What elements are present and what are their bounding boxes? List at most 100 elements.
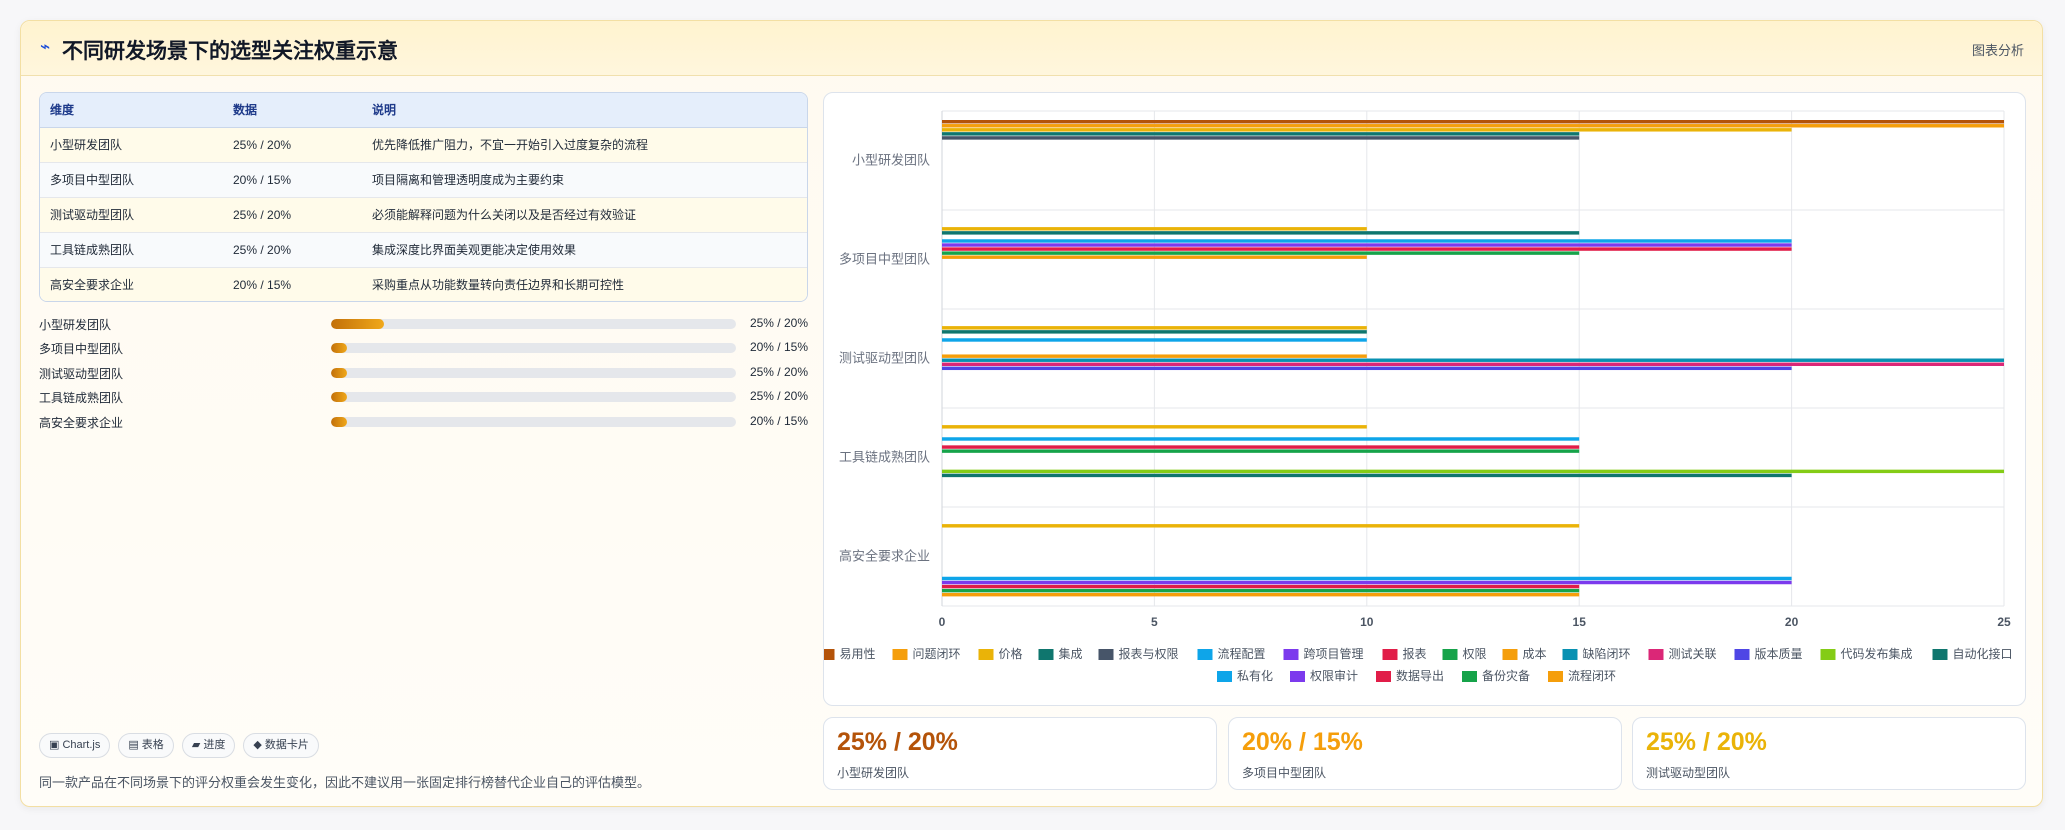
bar	[942, 362, 2004, 366]
row-desc: 集成深度比界面美观更能决定使用效果	[372, 243, 577, 257]
chip-chartjs[interactable]: ▣ Chart.js	[39, 733, 111, 758]
chip-progress[interactable]: ▰ 进度	[181, 733, 236, 758]
chip-table[interactable]: ▤ 表格	[118, 733, 174, 758]
row-name: 工具链成熟团队	[50, 243, 135, 257]
progress-value: 25% / 20%	[749, 365, 808, 379]
bar	[942, 584, 1580, 589]
bar	[942, 124, 2004, 128]
legend-swatch	[1197, 649, 1213, 660]
legend-label: 备份灾备	[1482, 668, 1530, 683]
legend-swatch	[1648, 649, 1664, 660]
row-name: 多项目中型团队	[50, 173, 135, 187]
bar	[942, 445, 1580, 449]
legend-label: 问题闭环	[913, 647, 961, 661]
chart-analysis-link[interactable]: 图表分析	[1971, 43, 2024, 58]
bar	[942, 128, 1792, 132]
progress-label: 小型研发团队	[39, 318, 112, 332]
card-header: ⌁ 不同研发场景下的选型关注权重示意 图表分析	[21, 21, 2042, 76]
row-desc: 采购重点从功能数量转向责任边界和长期可控性	[372, 278, 625, 293]
progress-track	[331, 368, 736, 378]
bar	[942, 469, 2004, 474]
bar	[942, 239, 1792, 243]
legend-label: 测试关联	[1669, 646, 1717, 661]
legend-label: 集成	[1059, 646, 1083, 661]
bar	[942, 231, 1580, 235]
progress-value: 20% / 15%	[749, 414, 808, 428]
row-desc: 项目隔离和管理透明度成为主要约束	[372, 173, 565, 187]
progress-label: 测试驱动型团队	[39, 367, 124, 381]
y-tick-label: 多项目中型团队	[839, 252, 930, 267]
row-desc: 优先降低推广阻力，不宜一开始引入过度复杂的流程	[372, 138, 649, 152]
progress-row: 高安全要求企业 20% / 15%	[39, 412, 808, 432]
legend-swatch	[1932, 649, 1948, 660]
stat-label: 小型研发团队	[837, 766, 910, 780]
legend-swatch	[1548, 671, 1563, 682]
x-tick-label: 0	[939, 615, 946, 629]
legend-swatch	[1098, 649, 1114, 660]
legend-swatch	[1462, 671, 1477, 682]
bar	[942, 473, 1792, 478]
x-tick-label: 20	[1785, 615, 1799, 629]
y-tick-label: 测试驱动型团队	[839, 351, 930, 366]
row-data: 25% / 20%	[233, 137, 292, 152]
table-row: 高安全要求企业 20% / 15% 采购重点从功能数量转向责任边界和长期可控性	[40, 267, 807, 301]
stat-label: 多项目中型团队	[1242, 766, 1327, 780]
bar	[942, 524, 1580, 528]
legend-swatch	[1283, 649, 1299, 660]
progress-value: 20% / 15%	[749, 340, 808, 354]
bar	[942, 132, 1580, 136]
progress-row: 测试驱动型团队 25% / 20%	[39, 363, 808, 383]
bar	[942, 243, 1792, 247]
progress-fill	[331, 343, 348, 353]
column-header: 数据	[223, 93, 362, 128]
progress-fill	[331, 392, 348, 402]
footnote: 同一款产品在不同场景下的评分权重会发生变化，因此不建议用一张固定排行榜替代企业自…	[39, 775, 651, 790]
row-data: 20% / 15%	[233, 172, 292, 187]
bar	[942, 580, 1792, 585]
legend-swatch	[1820, 649, 1836, 660]
bar	[942, 354, 1367, 358]
progress-label: 高安全要求企业	[39, 416, 124, 430]
legend-swatch	[892, 649, 908, 660]
progress-track	[331, 319, 736, 329]
legend-label: 权限审计	[1310, 668, 1358, 683]
legend-label: 数据导出	[1396, 668, 1444, 683]
progress-track	[331, 343, 736, 353]
row-data: 25% / 20%	[233, 207, 292, 222]
legend-swatch	[1442, 649, 1458, 660]
row-name: 测试驱动型团队	[50, 208, 135, 222]
legend-label: 跨项目管理	[1304, 646, 1364, 661]
progress-label: 多项目中型团队	[39, 342, 124, 356]
y-tick-label: 高安全要求企业	[839, 549, 930, 564]
bar	[942, 425, 1367, 429]
chip-data-card[interactable]: ◆ 数据卡片	[243, 733, 319, 758]
bar	[942, 592, 1580, 597]
row-name: 高安全要求企业	[50, 278, 135, 293]
table-row: 工具链成熟团队 25% / 20% 集成深度比界面美观更能决定使用效果	[40, 232, 807, 267]
stat-label: 测试驱动型团队	[1646, 766, 1731, 780]
legend-label: 版本质量	[1755, 647, 1803, 661]
progress-row: 多项目中型团队 20% / 15%	[39, 338, 808, 358]
legend-label: 成本	[1523, 647, 1547, 661]
row-data: 25% / 20%	[233, 242, 292, 257]
progress-row: 工具链成熟团队 25% / 20%	[39, 387, 808, 407]
progress-value: 25% / 20%	[749, 389, 808, 403]
y-tick-label: 小型研发团队	[852, 153, 930, 168]
page-title: 不同研发场景下的选型关注权重示意	[62, 40, 398, 63]
column-header: 说明	[362, 93, 807, 128]
row-data: 20% / 15%	[233, 277, 292, 292]
progress-label: 工具链成熟团队	[39, 391, 124, 405]
stat-card: 20% / 15% 多项目中型团队	[1228, 717, 1622, 790]
progress-track	[331, 417, 736, 427]
progress-fill	[331, 368, 348, 378]
legend-label: 自动化接口	[1953, 646, 2013, 661]
legend-label: 流程配置	[1218, 646, 1266, 661]
x-tick-label: 25	[1997, 615, 2011, 629]
y-tick-label: 工具链成熟团队	[839, 450, 930, 465]
progress-fill	[331, 417, 348, 427]
x-tick-label: 5	[1151, 615, 1158, 629]
legend-swatch	[824, 649, 835, 660]
bar	[942, 588, 1580, 593]
bar	[942, 326, 1367, 330]
legend-swatch	[1290, 671, 1305, 682]
